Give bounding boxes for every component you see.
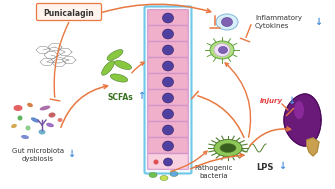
Ellipse shape (21, 135, 29, 139)
Ellipse shape (31, 117, 39, 123)
Polygon shape (307, 138, 319, 156)
FancyBboxPatch shape (37, 4, 102, 20)
Text: ↓: ↓ (314, 17, 322, 27)
FancyBboxPatch shape (148, 42, 188, 57)
Ellipse shape (162, 125, 174, 135)
Ellipse shape (210, 41, 234, 59)
Text: ↓: ↓ (278, 161, 286, 171)
Text: Gut microbiota
dysbiosis: Gut microbiota dysbiosis (12, 148, 64, 161)
Ellipse shape (13, 105, 22, 111)
Ellipse shape (216, 14, 238, 30)
Text: Pathogenic
bacteria: Pathogenic bacteria (195, 165, 233, 178)
Ellipse shape (162, 141, 174, 151)
Ellipse shape (25, 125, 30, 130)
FancyBboxPatch shape (144, 6, 192, 174)
Ellipse shape (17, 115, 22, 121)
Ellipse shape (160, 176, 168, 180)
FancyArrowPatch shape (171, 151, 207, 171)
FancyArrowPatch shape (54, 22, 69, 97)
Ellipse shape (170, 171, 178, 177)
FancyArrowPatch shape (61, 85, 108, 127)
Ellipse shape (27, 103, 33, 107)
Ellipse shape (115, 60, 132, 70)
Ellipse shape (40, 106, 50, 110)
Ellipse shape (162, 29, 174, 39)
FancyArrowPatch shape (246, 25, 251, 37)
Ellipse shape (49, 112, 56, 118)
Ellipse shape (214, 139, 242, 156)
Ellipse shape (214, 43, 230, 57)
Text: ↑: ↑ (137, 91, 145, 101)
Text: Injury: Injury (259, 98, 282, 104)
Text: SCFAs: SCFAs (107, 93, 133, 102)
Ellipse shape (46, 123, 54, 127)
Ellipse shape (163, 158, 173, 166)
Text: Inflammatory
Cytokines: Inflammatory Cytokines (255, 15, 302, 29)
FancyBboxPatch shape (148, 74, 188, 89)
FancyBboxPatch shape (148, 138, 188, 153)
Ellipse shape (294, 101, 304, 119)
Ellipse shape (162, 109, 174, 119)
Ellipse shape (102, 61, 114, 75)
Ellipse shape (110, 74, 128, 82)
Text: LPS: LPS (256, 163, 273, 172)
Ellipse shape (39, 129, 46, 135)
Ellipse shape (162, 13, 174, 23)
Ellipse shape (162, 61, 174, 71)
Ellipse shape (149, 173, 157, 177)
Ellipse shape (221, 18, 232, 26)
Ellipse shape (218, 46, 227, 53)
Ellipse shape (162, 45, 174, 55)
FancyArrowPatch shape (132, 62, 144, 73)
Ellipse shape (153, 160, 158, 164)
Polygon shape (284, 94, 321, 146)
Text: ↓: ↓ (287, 96, 295, 106)
Text: Punicalagin: Punicalagin (44, 9, 94, 18)
FancyArrowPatch shape (225, 63, 251, 137)
FancyBboxPatch shape (148, 10, 188, 25)
FancyBboxPatch shape (148, 58, 188, 73)
Ellipse shape (220, 143, 236, 153)
FancyArrowPatch shape (191, 154, 244, 169)
FancyArrowPatch shape (198, 96, 244, 137)
FancyArrowPatch shape (103, 4, 211, 12)
FancyArrowPatch shape (282, 104, 288, 110)
FancyArrowPatch shape (250, 127, 290, 146)
FancyBboxPatch shape (148, 122, 188, 137)
FancyBboxPatch shape (148, 26, 188, 41)
FancyBboxPatch shape (148, 106, 188, 121)
Ellipse shape (162, 93, 174, 103)
FancyBboxPatch shape (148, 90, 188, 105)
Ellipse shape (11, 124, 17, 128)
Ellipse shape (58, 118, 63, 122)
FancyBboxPatch shape (148, 154, 188, 169)
Text: ↓: ↓ (67, 149, 75, 159)
Ellipse shape (162, 77, 174, 87)
Ellipse shape (107, 50, 123, 60)
